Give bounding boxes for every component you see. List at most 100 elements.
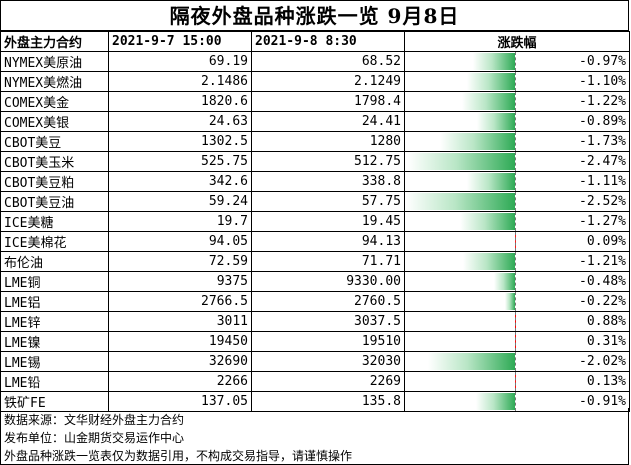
curr-price: 3037.5: [251, 311, 405, 332]
change-bar-cell: [404, 231, 516, 252]
contract-name: NYMEX美原油: [0, 51, 109, 72]
table-row: LME锌 3011 3037.5 0.88%: [0, 311, 631, 332]
change-percent: -1.73%: [515, 131, 631, 152]
change-percent: -1.10%: [515, 71, 631, 92]
curr-price: 2760.5: [251, 291, 405, 312]
table-row: 铁矿FE 137.05 135.8 -0.91%: [0, 391, 631, 412]
curr-price: 71.71: [251, 251, 405, 272]
zero-axis: [515, 52, 516, 71]
zero-axis: [515, 232, 516, 251]
prev-price: 1302.5: [108, 131, 252, 152]
contract-name: CBOT美豆油: [0, 191, 109, 212]
prev-price: 525.75: [108, 151, 252, 172]
prev-price: 2266: [108, 371, 252, 392]
zero-axis: [515, 72, 516, 91]
change-percent: -1.11%: [515, 171, 631, 192]
curr-price: 19.45: [251, 211, 405, 232]
change-percent: -2.02%: [515, 351, 631, 372]
change-bar-cell: [404, 171, 516, 192]
table-row: LME镍 19450 19510 0.31%: [0, 331, 631, 352]
prev-price: 137.05: [108, 391, 252, 412]
change-bar-cell: [404, 211, 516, 232]
prev-price: 2.1486: [108, 71, 252, 92]
prev-price: 19450: [108, 331, 252, 352]
change-percent: 0.13%: [515, 371, 631, 392]
curr-price: 94.13: [251, 231, 405, 252]
zero-axis: [515, 392, 516, 411]
table-body: NYMEX美原油 69.19 68.52 -0.97% NYMEX美燃油 2.1486 2.…: [0, 51, 631, 412]
prev-price: 94.05: [108, 231, 252, 252]
zero-axis: [515, 92, 516, 111]
zero-axis: [515, 172, 516, 191]
change-bar: [466, 173, 515, 190]
change-percent: -2.52%: [515, 191, 631, 212]
table-row: LME铝 2766.5 2760.5 -0.22%: [0, 291, 631, 312]
prev-price: 1820.6: [108, 91, 252, 112]
contract-name: NYMEX美燃油: [0, 71, 109, 92]
curr-price: 2.1249: [251, 71, 405, 92]
zero-axis: [515, 112, 516, 131]
table-row: CBOT美豆粕 342.6 338.8 -1.11%: [0, 171, 631, 192]
prev-price: 342.6: [108, 171, 252, 192]
change-percent: -0.91%: [515, 391, 631, 412]
table-row: NYMEX美原油 69.19 68.52 -0.97%: [0, 51, 631, 72]
contract-name: 布伦油: [0, 251, 109, 272]
change-bar: [475, 393, 515, 410]
change-percent: 0.31%: [515, 331, 631, 352]
table-row: CBOT美玉米 525.75 512.75 -2.47%: [0, 151, 631, 172]
change-percent: -1.21%: [515, 251, 631, 272]
curr-price: 1798.4: [251, 91, 405, 112]
change-bar-cell: [404, 191, 516, 212]
contract-name: LME铜: [0, 271, 109, 292]
zero-axis: [515, 152, 516, 171]
change-bar-cell: [404, 271, 516, 292]
curr-price: 2269: [251, 371, 405, 392]
prev-price: 2766.5: [108, 291, 252, 312]
curr-price: 32030: [251, 351, 405, 372]
contract-name: COMEX美银: [0, 111, 109, 132]
prev-price: 24.63: [108, 111, 252, 132]
contract-name: CBOT美豆粕: [0, 171, 109, 192]
change-bar: [476, 113, 515, 130]
change-bar-cell: [404, 251, 516, 272]
prev-price: 9375: [108, 271, 252, 292]
prev-price: 59.24: [108, 191, 252, 212]
table-row: 布伦油 72.59 71.71 -1.21%: [0, 251, 631, 272]
curr-price: 338.8: [251, 171, 405, 192]
zero-axis: [515, 212, 516, 231]
zero-axis: [515, 332, 516, 351]
change-bar: [440, 133, 515, 150]
change-bar: [408, 153, 515, 170]
zero-axis: [515, 352, 516, 371]
zero-axis: [515, 372, 516, 391]
prev-price: 19.7: [108, 211, 252, 232]
header-change: 涨跌幅: [403, 31, 631, 52]
table-row: ICE美糖 19.7 19.45 -1.27%: [0, 211, 631, 232]
table-row: CBOT美豆油 59.24 57.75 -2.52%: [0, 191, 631, 212]
contract-name: LME铝: [0, 291, 109, 312]
zero-axis: [515, 192, 516, 211]
table-title: 隔夜外盘品种涨跌一览 9月8日: [0, 0, 629, 31]
table-row: NYMEX美燃油 2.1486 2.1249 -1.10%: [0, 71, 631, 92]
zero-axis: [515, 132, 516, 151]
zero-axis: [515, 252, 516, 271]
contract-name: LME锡: [0, 351, 109, 372]
footer-source: 数据来源：文华财经外盘主力合约: [4, 413, 185, 427]
change-bar: [462, 253, 515, 270]
table-row: LME铜 9375 9330.00 -0.48%: [0, 271, 631, 292]
change-percent: -0.89%: [515, 111, 631, 132]
table-row: CBOT美豆 1302.5 1280 -1.73%: [0, 131, 631, 152]
change-bar-cell: [404, 371, 516, 392]
change-bar: [505, 293, 515, 310]
contract-name: LME锌: [0, 311, 109, 332]
table-row: COMEX美金 1820.6 1798.4 -1.22%: [0, 91, 631, 112]
header-row: 外盘主力合约 2021-9-7 15:00 2021-9-8 8:30 涨跌幅: [0, 31, 631, 52]
contract-name: COMEX美金: [0, 91, 109, 112]
change-bar-cell: [404, 131, 516, 152]
change-percent: -1.22%: [515, 91, 631, 112]
curr-price: 9330.00: [251, 271, 405, 292]
zero-axis: [515, 312, 516, 331]
contract-name: LME镍: [0, 331, 109, 352]
contract-name: CBOT美豆: [0, 131, 109, 152]
